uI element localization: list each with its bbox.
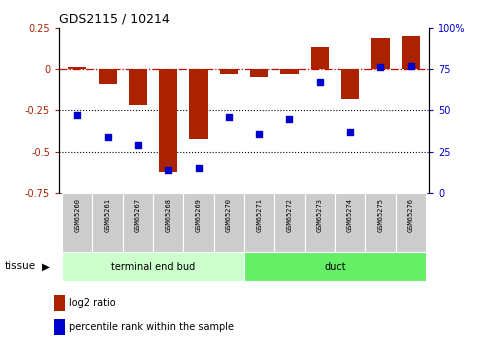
Point [346, 129, 354, 135]
Text: GSM65273: GSM65273 [317, 198, 323, 232]
Bar [305, 193, 335, 252]
Bar [62, 252, 244, 281]
Point [377, 65, 385, 70]
Bar [250, 69, 268, 77]
Bar [274, 193, 305, 252]
Text: GSM65270: GSM65270 [226, 198, 232, 232]
Point [255, 131, 263, 136]
Bar [335, 193, 365, 252]
Text: GSM65275: GSM65275 [378, 198, 384, 232]
Bar [129, 69, 147, 106]
Point [407, 63, 415, 68]
Text: GSM65276: GSM65276 [408, 198, 414, 232]
Bar [62, 193, 93, 252]
Point [164, 167, 172, 173]
Bar [159, 69, 177, 172]
Bar [93, 193, 123, 252]
Bar [220, 69, 238, 74]
Bar [214, 193, 244, 252]
Bar [123, 193, 153, 252]
Text: duct: duct [324, 262, 346, 272]
Bar [281, 69, 299, 74]
Bar [395, 193, 426, 252]
Text: ▶: ▶ [42, 262, 50, 271]
Text: GSM65272: GSM65272 [286, 198, 292, 232]
Point [225, 114, 233, 120]
Bar [68, 67, 86, 69]
Text: GSM65269: GSM65269 [196, 198, 202, 232]
Bar [99, 69, 117, 84]
Text: percentile rank within the sample: percentile rank within the sample [69, 322, 234, 332]
Point [73, 112, 81, 118]
Point [285, 116, 293, 121]
Point [134, 142, 142, 148]
Bar [341, 69, 359, 99]
Text: GSM65260: GSM65260 [74, 198, 80, 232]
Text: GSM65271: GSM65271 [256, 198, 262, 232]
Text: terminal end bud: terminal end bud [111, 262, 195, 272]
Bar [153, 193, 183, 252]
Text: tissue: tissue [5, 262, 36, 271]
Bar [244, 252, 426, 281]
Bar [189, 69, 208, 139]
Text: GSM65274: GSM65274 [347, 198, 353, 232]
Point [316, 79, 324, 85]
Bar [183, 193, 214, 252]
Point [195, 166, 203, 171]
Text: GSM65261: GSM65261 [105, 198, 110, 232]
Text: log2 ratio: log2 ratio [69, 298, 116, 308]
Text: GSM65267: GSM65267 [135, 198, 141, 232]
Bar [402, 36, 420, 69]
Bar [371, 38, 389, 69]
Bar [311, 48, 329, 69]
Bar [365, 193, 395, 252]
Text: GDS2115 / 10214: GDS2115 / 10214 [59, 12, 170, 25]
Point [104, 134, 111, 140]
Bar [244, 193, 274, 252]
Text: GSM65268: GSM65268 [165, 198, 171, 232]
